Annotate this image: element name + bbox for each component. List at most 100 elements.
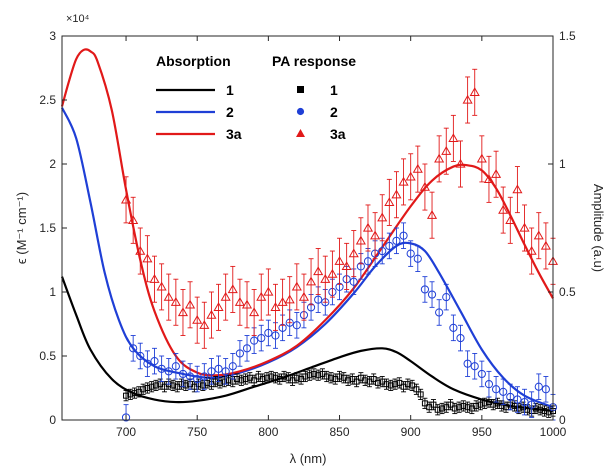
pa-point [292, 321, 301, 330]
x-tick-label: 900 [401, 425, 421, 439]
x-axis-label: λ (nm) [290, 451, 327, 466]
pa-point [127, 391, 134, 398]
pa-point [448, 133, 459, 143]
pa-point [170, 382, 177, 389]
pa-point [541, 385, 550, 394]
pa-point [413, 254, 422, 263]
absorption-line-1 [60, 276, 554, 413]
x-tick-label: 750 [187, 425, 207, 439]
pa-point [438, 405, 445, 412]
pa-point [341, 261, 352, 271]
legend: Absorption PA response 1 1 2 2 3a 3a [156, 53, 356, 142]
pa-point [156, 281, 167, 291]
x-tick-label: 850 [330, 425, 350, 439]
absorption-line-3a [60, 48, 554, 377]
pa-point [310, 370, 317, 377]
pa-point [447, 401, 454, 408]
pa-point [293, 374, 300, 381]
pa-point [392, 381, 399, 388]
pa-point [470, 362, 479, 371]
pa-point [284, 294, 295, 304]
pa-point [540, 240, 551, 250]
pa-point [392, 236, 401, 245]
pa-point [420, 285, 430, 294]
y-left-tick-label: 2 [49, 157, 56, 171]
pa-point [313, 266, 324, 276]
pa-point [449, 323, 458, 332]
pa-point [473, 402, 480, 409]
pa-point [512, 184, 523, 194]
pa-point [399, 231, 408, 240]
legend-absorption-label-1: 1 [226, 82, 234, 98]
pa-point [234, 297, 245, 306]
pa-point [327, 268, 338, 278]
pa-point [249, 307, 260, 317]
pa-point [259, 376, 266, 383]
pa-point [121, 413, 131, 422]
pa-point [362, 222, 374, 232]
pa-point [199, 320, 210, 329]
y-axis-left-label: ϵ (M⁻¹ cm⁻¹) [14, 192, 29, 264]
pa-point [490, 401, 497, 408]
pa-point [370, 376, 377, 383]
pa-point [363, 257, 373, 266]
pa-point [463, 359, 472, 368]
pa-point [477, 369, 486, 379]
pa-point [353, 378, 360, 385]
y-left-tick-label: 1 [49, 285, 56, 299]
pa-point [417, 391, 424, 398]
pa-point [462, 94, 473, 104]
pa-point [256, 291, 267, 301]
y-multiplier: ×10⁴ [66, 13, 90, 25]
pa-point [150, 357, 159, 366]
pa-point [136, 351, 145, 361]
plot-area [62, 36, 553, 420]
pa-point [323, 373, 330, 380]
pa-point [185, 372, 195, 381]
legend-pa-label-1: 1 [330, 82, 338, 98]
pa-point [170, 297, 181, 306]
pa-point [306, 372, 313, 379]
pa-point [405, 171, 416, 181]
legend-marker-3a [296, 129, 305, 137]
pa-point [157, 364, 166, 373]
pa-point [164, 367, 173, 376]
pa-point [268, 373, 275, 380]
pa-point [384, 197, 395, 207]
pa-point [378, 246, 387, 256]
x-tick-label: 700 [116, 425, 136, 439]
pa-point [362, 377, 369, 384]
pa-point [370, 230, 381, 240]
pa-point [142, 253, 153, 263]
pa-point [291, 281, 302, 291]
pa-point [131, 390, 138, 397]
pa-point [374, 379, 381, 386]
pa-point [404, 381, 411, 388]
pa-point [120, 194, 132, 204]
pa-point [505, 215, 516, 224]
x-tick-label: 950 [472, 425, 492, 439]
pa-point [263, 374, 270, 381]
pa-point [281, 373, 288, 380]
pa-point [123, 392, 130, 399]
absorption-line-2 [61, 107, 554, 409]
pa-point [526, 245, 537, 255]
pa-point [498, 204, 509, 214]
y-left-tick-label: 0.5 [39, 349, 56, 363]
pa-point [148, 383, 155, 390]
pa-point [334, 256, 345, 265]
pa-point [519, 222, 530, 232]
x-tick-label: 1000 [540, 425, 567, 439]
pa-point [314, 295, 323, 304]
pa-point [242, 376, 249, 383]
pa-point [484, 380, 494, 389]
y-right-tick-label: 0.5 [559, 285, 576, 299]
pa-point [171, 362, 180, 371]
pa-point [193, 374, 202, 384]
pa-point [534, 382, 543, 391]
y-axis-right-label: Amplitude (a.u) [591, 184, 605, 272]
pa-point [227, 284, 238, 294]
pa-point [270, 302, 281, 312]
axes: 700 750 800 850 900 950 100000.511.522.5300.51… [39, 29, 576, 439]
